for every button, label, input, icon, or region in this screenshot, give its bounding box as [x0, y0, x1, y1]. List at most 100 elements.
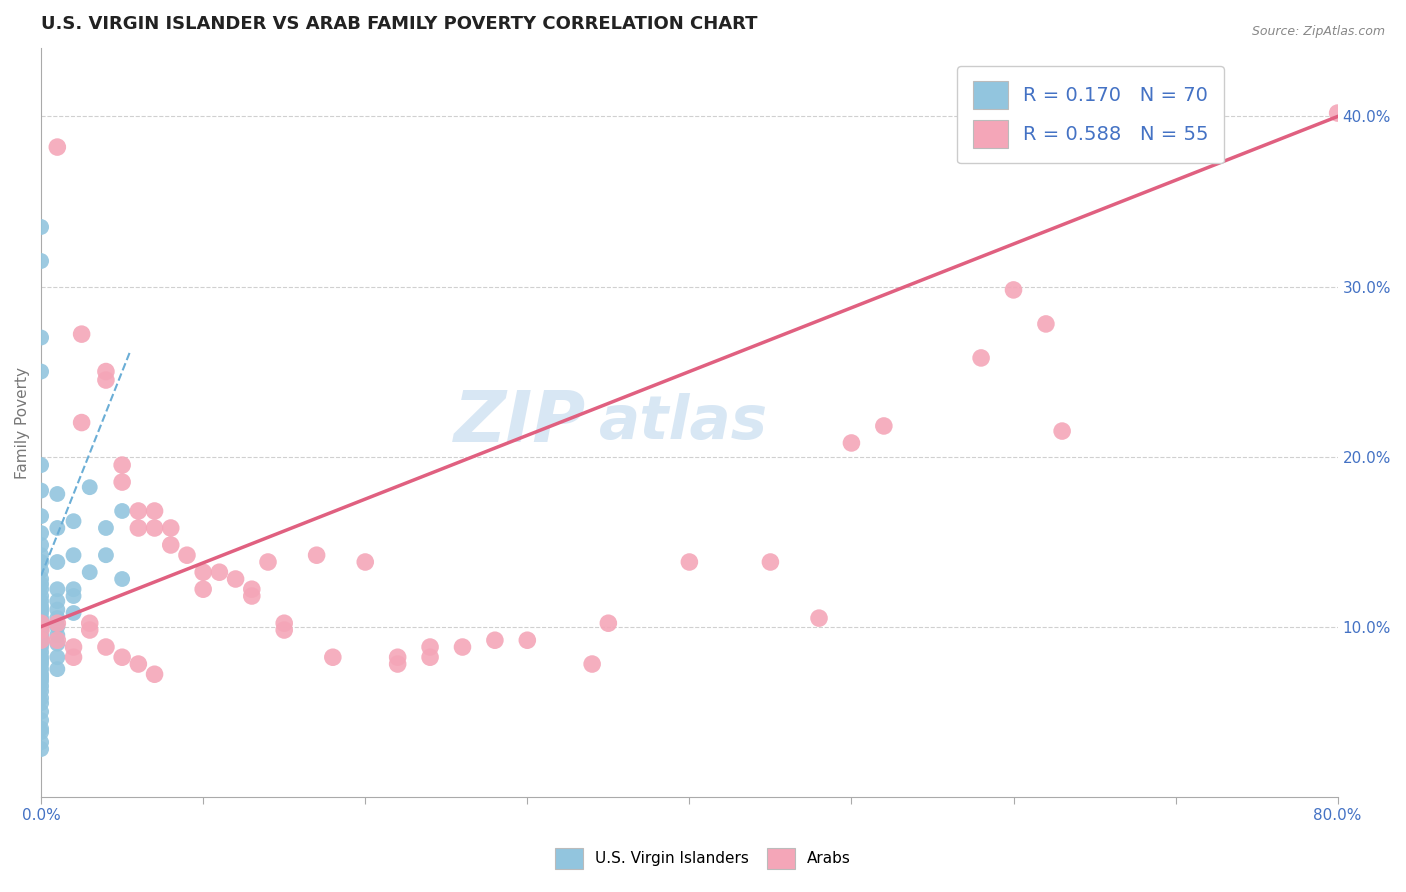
Point [46, 611, 69, 625]
Point [30, 696, 52, 710]
Point [30, 650, 52, 665]
Point [30, 548, 52, 562]
Text: ZIP: ZIP [453, 388, 586, 457]
Point [1050, 424, 1073, 438]
Point [30, 657, 52, 671]
Point [30, 589, 52, 603]
Point [70, 327, 93, 342]
Point [79, 480, 101, 494]
Point [30, 572, 52, 586]
Point [30, 671, 52, 685]
Point [30, 623, 52, 637]
Point [419, 640, 441, 654]
Point [62, 606, 84, 620]
Point [62, 514, 84, 528]
Point [30, 679, 52, 693]
Point [581, 657, 603, 671]
Point [62, 650, 84, 665]
Point [46, 619, 69, 633]
Point [46, 140, 69, 154]
Point [46, 602, 69, 616]
Point [30, 611, 52, 625]
Point [808, 611, 831, 625]
Point [1035, 317, 1057, 331]
Point [111, 650, 134, 665]
Point [30, 691, 52, 706]
Point [419, 650, 441, 665]
Point [30, 365, 52, 379]
Point [30, 594, 52, 608]
Point [62, 640, 84, 654]
Point [30, 623, 52, 637]
Point [143, 504, 166, 518]
Point [30, 483, 52, 498]
Point [30, 577, 52, 591]
Point [273, 623, 295, 637]
Point [30, 555, 52, 569]
Point [176, 548, 198, 562]
Point [30, 330, 52, 344]
Point [46, 637, 69, 651]
Point [143, 521, 166, 535]
Point [759, 555, 782, 569]
Point [62, 589, 84, 603]
Point [208, 565, 231, 579]
Point [111, 458, 134, 472]
Point [484, 633, 506, 648]
Point [193, 582, 215, 597]
Point [111, 504, 134, 518]
Point [678, 555, 700, 569]
Text: Source: ZipAtlas.com: Source: ZipAtlas.com [1251, 25, 1385, 38]
Point [30, 633, 52, 648]
Point [273, 616, 295, 631]
Point [30, 713, 52, 727]
Point [30, 725, 52, 739]
Point [240, 582, 263, 597]
Point [30, 722, 52, 736]
Point [598, 616, 620, 631]
Point [46, 582, 69, 597]
Point [30, 219, 52, 234]
Point [46, 628, 69, 642]
Point [94, 365, 117, 379]
Point [240, 589, 263, 603]
Point [1002, 283, 1025, 297]
Point [143, 667, 166, 681]
Point [46, 487, 69, 501]
Point [159, 538, 181, 552]
Point [225, 572, 247, 586]
Point [30, 735, 52, 749]
Point [30, 645, 52, 659]
Point [46, 521, 69, 535]
Point [46, 633, 69, 648]
Point [451, 640, 474, 654]
Point [354, 555, 377, 569]
Point [30, 615, 52, 629]
Point [62, 548, 84, 562]
Point [30, 640, 52, 654]
Point [30, 564, 52, 578]
Point [30, 509, 52, 524]
Point [111, 572, 134, 586]
Text: U.S. VIRGIN ISLANDER VS ARAB FAMILY POVERTY CORRELATION CHART: U.S. VIRGIN ISLANDER VS ARAB FAMILY POVE… [41, 15, 758, 33]
Point [30, 582, 52, 597]
Point [79, 616, 101, 631]
Point [111, 475, 134, 489]
Point [46, 662, 69, 676]
Text: atlas: atlas [599, 393, 768, 452]
Point [46, 555, 69, 569]
Point [305, 548, 328, 562]
Point [841, 436, 863, 450]
Point [193, 565, 215, 579]
Point [30, 637, 52, 651]
Point [873, 419, 896, 434]
Point [30, 705, 52, 719]
Point [30, 742, 52, 756]
Point [30, 654, 52, 668]
Point [30, 599, 52, 614]
Point [30, 616, 52, 631]
Point [46, 616, 69, 631]
Point [516, 633, 538, 648]
Point [30, 538, 52, 552]
Point [387, 657, 409, 671]
